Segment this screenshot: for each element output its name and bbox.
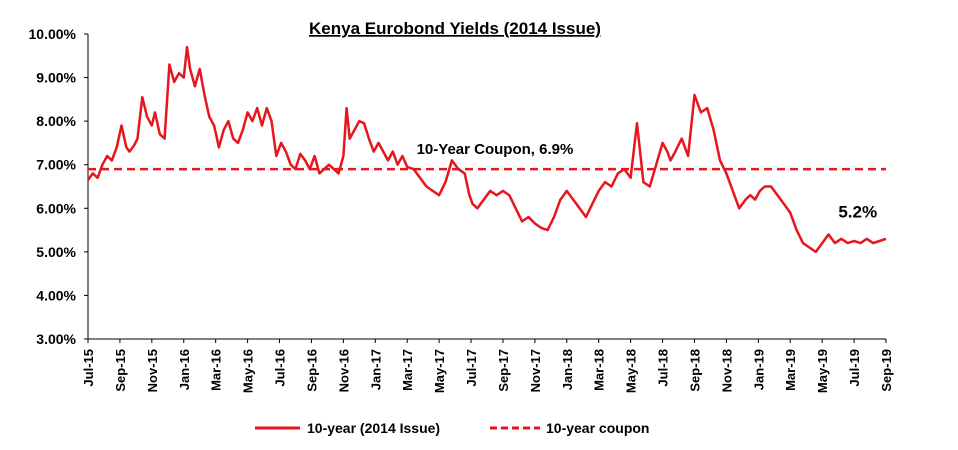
x-axis-ticks: Jul-15 Sep-15 Nov-15 Jan-16 Mar-16 May-16 Jul-… — [81, 339, 894, 393]
x-tick-label: Jan-18 — [560, 349, 575, 390]
x-tick-label: Jan-16 — [177, 349, 192, 390]
x-tick-label: Jul-16 — [273, 349, 288, 387]
coupon-annotation: 10-Year Coupon, 6.9% — [417, 141, 574, 158]
x-tick-label: Jan-17 — [368, 349, 383, 390]
x-tick-label: Jul-17 — [464, 349, 479, 387]
x-tick-label: Nov-18 — [719, 349, 734, 392]
x-tick-label: Jan-19 — [751, 349, 766, 390]
x-tick-label: Sep-18 — [687, 349, 702, 392]
axes — [87, 34, 886, 340]
legend-label-coupon: 10-year coupon — [546, 420, 649, 436]
y-axis-ticks: 3.00% 4.00% 5.00% 6.00% 7.00% 8.00% 9.00% 10.00… — [29, 26, 88, 347]
x-tick-label: Nov-16 — [336, 349, 351, 392]
x-tick-label: Mar-16 — [209, 349, 224, 391]
x-tick-label: Mar-17 — [400, 349, 415, 391]
chart-title: Kenya Eurobond Yields (2014 Issue) — [309, 19, 601, 38]
x-tick-label: Sep-15 — [113, 349, 128, 392]
y-tick-label: 10.00% — [29, 26, 77, 42]
x-tick-label: Jul-19 — [847, 349, 862, 387]
y-tick-label: 7.00% — [36, 157, 76, 173]
y-tick-label: 9.00% — [36, 70, 76, 86]
x-tick-label: Sep-19 — [879, 349, 894, 392]
y-tick-label: 5.00% — [36, 244, 76, 260]
legend: 10-year (2014 Issue) 10-year coupon — [255, 420, 649, 436]
x-tick-label: Jul-15 — [81, 349, 96, 387]
y-tick-label: 8.00% — [36, 113, 76, 129]
x-tick-label: Sep-16 — [304, 349, 319, 392]
latest-yield-label: 5.2% — [838, 203, 877, 222]
y-tick-label: 4.00% — [36, 287, 76, 303]
x-tick-label: May-16 — [241, 349, 256, 393]
x-tick-label: Mar-18 — [592, 349, 607, 391]
x-tick-label: May-17 — [432, 349, 447, 393]
annotations: 10-Year Coupon, 6.9% 5.2% — [417, 141, 877, 222]
y-tick-label: 6.00% — [36, 200, 76, 216]
yield-series-line — [86, 45, 887, 254]
x-tick-label: Sep-17 — [496, 349, 511, 392]
x-tick-label: May-19 — [815, 349, 830, 393]
x-tick-label: May-18 — [624, 349, 639, 393]
x-tick-label: Nov-15 — [145, 349, 160, 392]
x-tick-label: Nov-17 — [528, 349, 543, 392]
series-layer — [86, 45, 887, 254]
y-tick-label: 3.00% — [36, 331, 76, 347]
x-tick-label: Jul-18 — [656, 349, 671, 387]
legend-label-yield: 10-year (2014 Issue) — [307, 420, 440, 436]
x-tick-label: Mar-19 — [783, 349, 798, 391]
